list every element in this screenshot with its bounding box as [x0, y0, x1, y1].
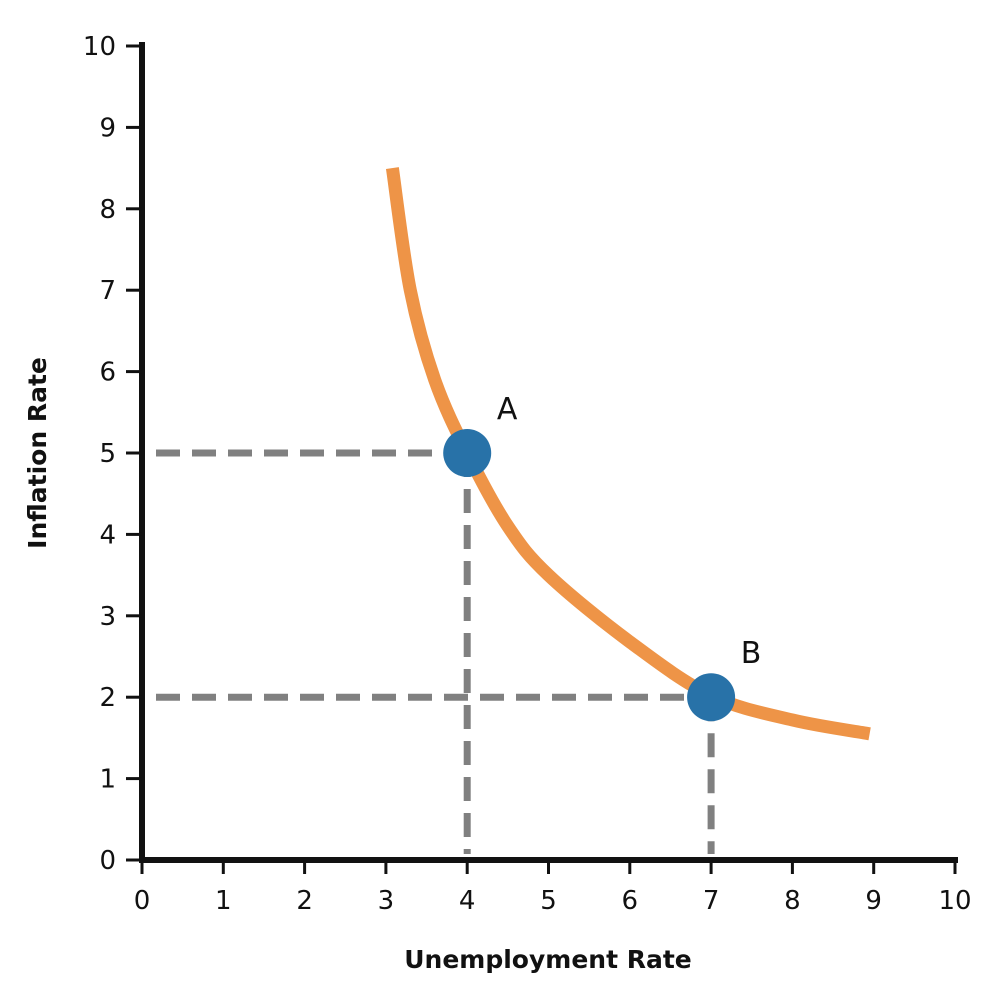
y-tick-label: 7 [99, 276, 116, 306]
x-tick-label: 10 [938, 886, 971, 916]
curve-line [385, 167, 871, 741]
x-tick-label: 0 [134, 886, 151, 916]
x-axis-label: Unemployment Rate [404, 945, 692, 974]
y-tick-label: 2 [99, 683, 116, 713]
x-tick-label: 8 [784, 886, 801, 916]
y-axis-label: Inflation Rate [23, 357, 52, 549]
point-A [443, 429, 492, 477]
point-label-B: B [741, 636, 762, 671]
point-B [687, 673, 736, 722]
x-tick-label: 1 [215, 886, 232, 916]
y-tick-label: 6 [99, 358, 116, 388]
x-tick-label: 4 [459, 886, 476, 916]
x-tick-label: 7 [703, 886, 720, 916]
x-tick-label: 3 [378, 886, 395, 916]
x-tick-label: 6 [622, 886, 639, 916]
y-tick-label: 4 [99, 520, 116, 550]
y-tick-label: 5 [99, 439, 116, 469]
y-tick-label: 3 [99, 602, 116, 632]
y-tick-label: 8 [99, 195, 116, 225]
y-tick-label: 0 [99, 846, 116, 876]
y-tick-label: 1 [99, 765, 116, 795]
x-tick-label: 5 [540, 886, 557, 916]
y-tick-label: 9 [99, 113, 116, 143]
point-label-A: A [497, 392, 518, 427]
x-tick-label: 2 [296, 886, 313, 916]
y-tick-label: 10 [83, 32, 116, 62]
x-tick-label: 9 [865, 886, 882, 916]
